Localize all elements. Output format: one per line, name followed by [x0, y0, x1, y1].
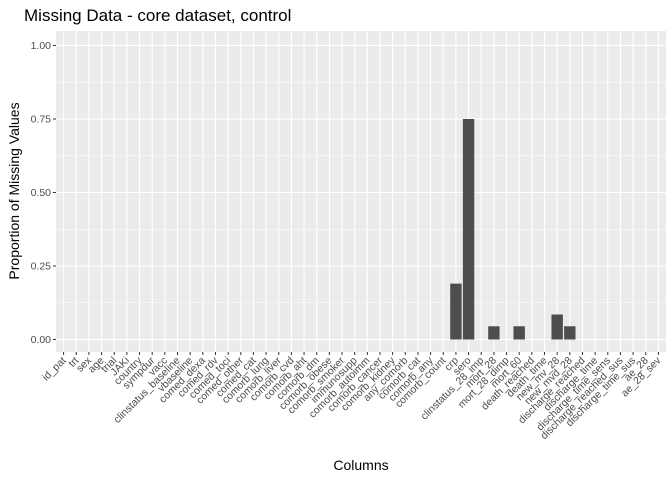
bar-mort_60	[513, 326, 525, 340]
chart-title: Missing Data - core dataset, control	[24, 6, 291, 25]
plot-panel	[56, 31, 666, 352]
bar-sero	[462, 119, 475, 340]
x-tick-label: id_pat	[40, 355, 69, 384]
bar-new_mvd_28	[564, 326, 576, 340]
y-axis: 0.00 0.25 0.50 0.75 1.00	[31, 40, 56, 346]
grid-lines	[56, 31, 666, 352]
y-tick-label: 0.25	[31, 261, 52, 273]
bar-mort_28	[488, 326, 500, 340]
x-axis-title: Columns	[333, 457, 388, 473]
y-tick-label: 1.00	[31, 40, 52, 52]
y-tick-label: 0.00	[31, 334, 52, 346]
y-tick-label: 0.50	[31, 187, 52, 199]
y-tick-label: 0.75	[31, 114, 52, 126]
bars	[450, 119, 576, 340]
y-axis-title: Proportion of Missing Values	[6, 102, 22, 279]
x-axis: id_pattrtsexagetrialJAKicountrysympdurva…	[40, 352, 664, 442]
bar-new_mv_28	[551, 314, 563, 340]
bar-crp	[450, 283, 462, 340]
